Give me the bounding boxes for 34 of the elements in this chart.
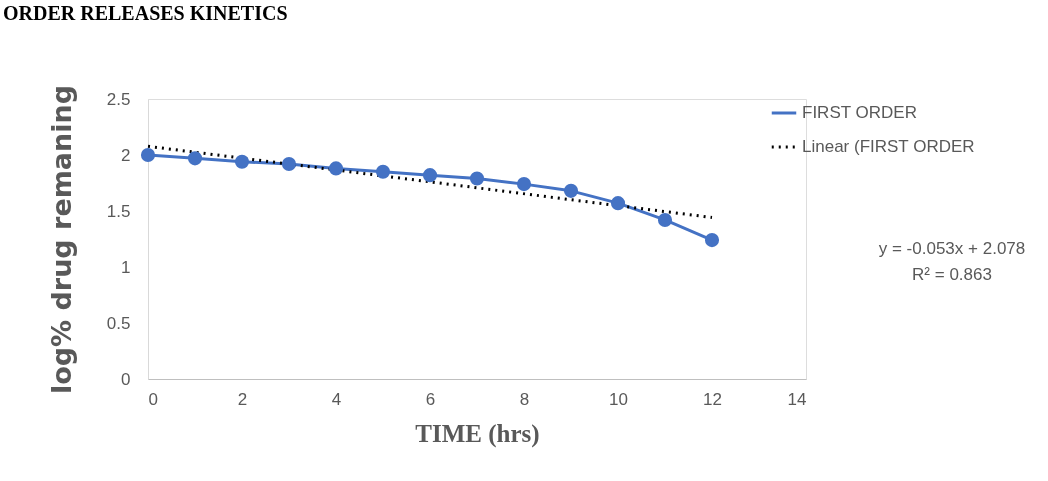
point bbox=[140, 147, 156, 163]
point bbox=[516, 177, 532, 192]
point bbox=[234, 154, 250, 169]
text: R² = 0.863 bbox=[912, 265, 992, 284]
point bbox=[187, 151, 203, 166]
y-tick-label: 0 bbox=[121, 369, 131, 389]
point bbox=[281, 156, 297, 172]
y-tick-label: 2.5 bbox=[106, 89, 131, 109]
point bbox=[469, 171, 485, 186]
x-tick-label: 8 bbox=[519, 389, 530, 409]
x-tick-label: 6 bbox=[425, 389, 436, 409]
chart-title: ORDER RELEASES KINETICS bbox=[3, 2, 288, 25]
point bbox=[375, 164, 391, 179]
text: y = -0.053x + 2.078 bbox=[878, 239, 1026, 258]
point bbox=[610, 196, 626, 211]
point bbox=[657, 212, 673, 228]
x-tick-label: 12 bbox=[703, 389, 722, 409]
point bbox=[563, 183, 579, 198]
point bbox=[422, 168, 438, 183]
x-axis-title: TIME (hrs) bbox=[415, 419, 540, 448]
point bbox=[328, 161, 344, 176]
x-tick-label: 10 bbox=[609, 389, 628, 409]
y-tick-label: 1.5 bbox=[106, 201, 131, 221]
point bbox=[704, 233, 720, 248]
y-axis-title: log% drug remaning bbox=[45, 84, 77, 395]
x-tick-label: 0 bbox=[148, 389, 158, 409]
x-tick-label: 4 bbox=[331, 389, 342, 409]
y-tick-label: 2 bbox=[121, 145, 131, 165]
legend-label: FIRST ORDER bbox=[802, 103, 917, 122]
x-tick-label: 2 bbox=[237, 389, 248, 409]
y-tick-label: 0.5 bbox=[106, 313, 131, 333]
x-tick-label: 14 bbox=[787, 389, 807, 409]
y-tick-label: 1 bbox=[121, 257, 131, 277]
legend-label: Linear (FIRST ORDER bbox=[802, 137, 975, 156]
